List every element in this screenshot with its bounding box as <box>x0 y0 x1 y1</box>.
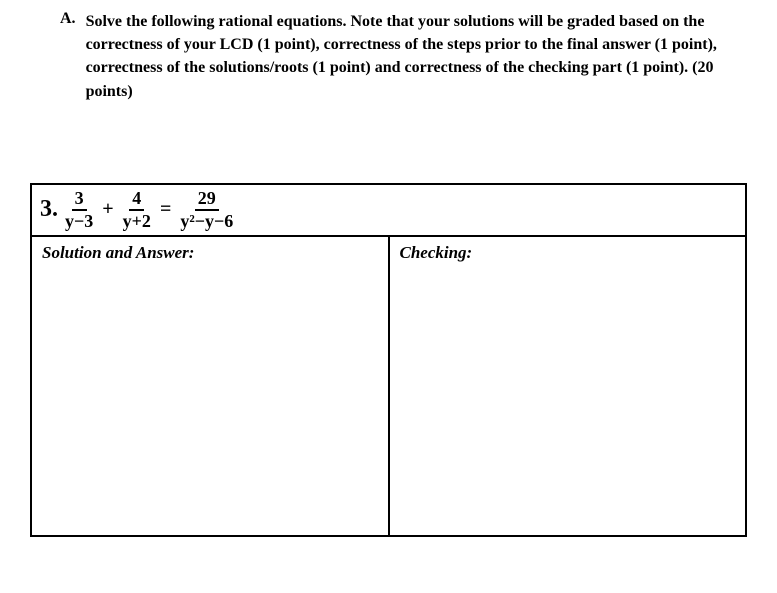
fraction-2: 4 y+2 <box>120 189 154 231</box>
fraction-3-den: y²−y−6 <box>177 211 236 231</box>
fraction-3: 29 y²−y−6 <box>177 189 236 231</box>
instruction-letter: A. <box>60 10 76 103</box>
worksheet-page: A. Solve the following rational equation… <box>0 0 777 547</box>
problem-number: 3. <box>40 196 58 223</box>
instruction-text: Solve the following rational equations. … <box>86 10 747 103</box>
answer-row: Solution and Answer: Checking: <box>31 236 746 536</box>
fraction-1: 3 y−3 <box>62 189 96 231</box>
equals-operator: = <box>160 198 171 221</box>
instruction-block: A. Solve the following rational equation… <box>60 10 747 103</box>
plus-operator: + <box>102 198 113 221</box>
equation-row: 3. 3 y−3 + 4 y+2 = 29 y²−y−6 <box>31 184 746 236</box>
equation: 3. 3 y−3 + 4 y+2 = 29 y²−y−6 <box>40 189 737 231</box>
fraction-3-num: 29 <box>195 189 219 211</box>
fraction-1-num: 3 <box>72 189 87 211</box>
problem-table: 3. 3 y−3 + 4 y+2 = 29 y²−y−6 <box>30 183 747 537</box>
solution-cell: Solution and Answer: <box>31 236 389 536</box>
fraction-2-num: 4 <box>129 189 144 211</box>
checking-label: Checking: <box>400 243 473 262</box>
solution-label: Solution and Answer: <box>42 243 194 262</box>
checking-cell: Checking: <box>389 236 747 536</box>
fraction-2-den: y+2 <box>120 211 154 231</box>
fraction-1-den: y−3 <box>62 211 96 231</box>
